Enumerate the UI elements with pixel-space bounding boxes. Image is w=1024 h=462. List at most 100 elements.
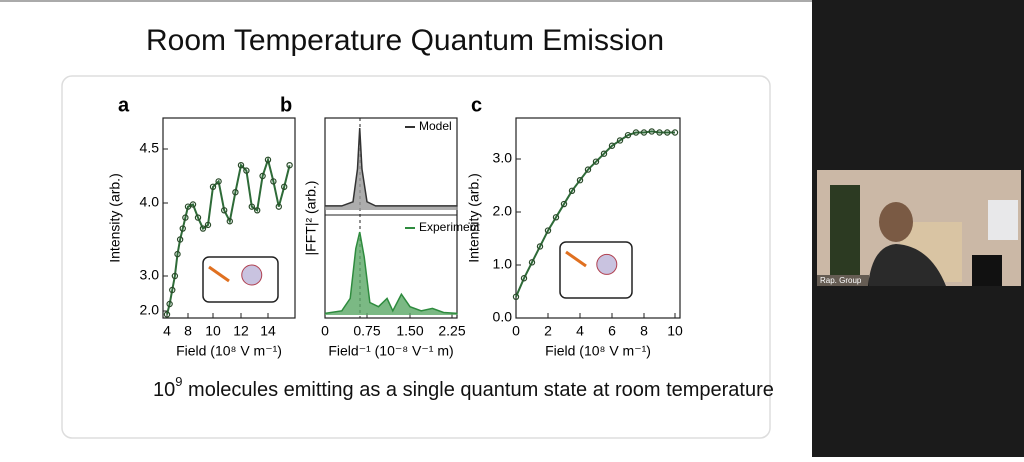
data-point bbox=[248, 203, 255, 210]
panel-letter: a bbox=[118, 94, 130, 116]
caption-rest: molecules emitting as a single quantum s… bbox=[188, 379, 774, 401]
x-tick-label: 8 bbox=[184, 323, 192, 339]
data-point bbox=[166, 300, 173, 308]
data-point bbox=[215, 178, 222, 185]
participant-name: Rap. Group bbox=[820, 276, 862, 285]
y-tick-label: 0.0 bbox=[493, 309, 513, 325]
y-tick-label: 3.0 bbox=[140, 267, 160, 283]
area bbox=[325, 232, 458, 315]
data-point bbox=[592, 158, 600, 165]
data-point bbox=[204, 221, 212, 229]
data-point bbox=[608, 142, 616, 149]
data-point bbox=[163, 311, 171, 318]
fit-line bbox=[166, 156, 291, 315]
data-point bbox=[232, 188, 239, 196]
x-tick-label: 4 bbox=[576, 323, 584, 339]
y-axis-label: Intensity (arb.) bbox=[466, 173, 482, 262]
caption-sup: 9 bbox=[175, 374, 182, 389]
x-tick-label: 10 bbox=[667, 323, 683, 339]
y-tick-label: 2.0 bbox=[493, 203, 513, 219]
y-tick-label: 4.0 bbox=[140, 194, 160, 210]
y-tick-label: 3.0 bbox=[493, 150, 513, 166]
data-point bbox=[584, 166, 592, 173]
y-tick-label: 4.5 bbox=[140, 140, 160, 156]
data-point bbox=[270, 178, 277, 185]
data-point bbox=[648, 128, 655, 135]
x-tick-label: 12 bbox=[233, 323, 249, 339]
data-point bbox=[286, 161, 293, 169]
axes-box bbox=[515, 117, 681, 319]
data-point bbox=[632, 129, 640, 136]
data-point bbox=[194, 214, 202, 221]
x-tick-label: 0.75 bbox=[353, 323, 380, 339]
y-tick-label: 1.0 bbox=[493, 256, 513, 272]
slide-title: Room Temperature Quantum Emission bbox=[146, 24, 664, 57]
data-point bbox=[169, 286, 176, 294]
data-point bbox=[576, 176, 584, 184]
panel-letter: c bbox=[471, 94, 482, 116]
webcam: Rap. Group bbox=[817, 170, 1021, 286]
data-point bbox=[640, 129, 648, 136]
data-point bbox=[600, 150, 608, 157]
axes-box bbox=[324, 117, 458, 319]
data-point bbox=[664, 129, 671, 136]
data-point bbox=[184, 203, 192, 210]
data-point bbox=[254, 207, 261, 214]
x-tick-label: 6 bbox=[608, 323, 616, 339]
data-point bbox=[656, 129, 663, 136]
data-point bbox=[528, 259, 536, 266]
data-point bbox=[552, 214, 560, 221]
inset bbox=[202, 256, 279, 303]
data-point bbox=[199, 225, 207, 232]
data-point bbox=[264, 156, 272, 163]
data-point bbox=[520, 275, 528, 282]
axes-box bbox=[162, 117, 296, 319]
data-point bbox=[237, 161, 245, 169]
series-line bbox=[325, 127, 458, 207]
data-point bbox=[209, 183, 217, 190]
x-axis-label: Field (10⁸ V m⁻¹) bbox=[545, 343, 651, 359]
panel-letter: b bbox=[280, 94, 292, 116]
data-point bbox=[624, 131, 632, 139]
data-point bbox=[616, 137, 624, 144]
data-point bbox=[179, 225, 186, 232]
y-axis-label: Intensity (arb.) bbox=[107, 173, 123, 262]
data-point bbox=[189, 201, 197, 208]
x-tick-label: 0 bbox=[512, 323, 520, 339]
data-point bbox=[281, 183, 288, 190]
x-tick-label: 1.50 bbox=[396, 323, 423, 339]
x-tick-label: 8 bbox=[640, 323, 648, 339]
inset-laser bbox=[208, 265, 230, 283]
data-point bbox=[568, 187, 576, 194]
data-point bbox=[544, 227, 552, 234]
data-point bbox=[174, 250, 181, 258]
x-tick-label: 4 bbox=[163, 323, 171, 339]
data-point bbox=[243, 167, 250, 174]
series-line bbox=[324, 231, 458, 315]
inset-molecule bbox=[596, 253, 618, 275]
x-tick-label: 2 bbox=[544, 323, 552, 339]
data-point bbox=[226, 218, 233, 225]
inset-molecule bbox=[241, 264, 263, 286]
area bbox=[325, 128, 458, 210]
y-axis-label: |FFT|² (arb.) bbox=[303, 181, 319, 256]
data-point bbox=[182, 214, 189, 221]
data-point bbox=[560, 200, 568, 208]
caption-base: 10 bbox=[153, 379, 175, 401]
legend-label: Model bbox=[419, 119, 452, 133]
data-point bbox=[171, 272, 179, 280]
x-axis-label: Field⁻¹ (10⁻⁸ V⁻¹ m) bbox=[328, 343, 453, 359]
data-point bbox=[512, 293, 520, 300]
y-tick-label: 2.0 bbox=[140, 302, 160, 318]
data-point bbox=[259, 172, 266, 180]
x-tick-label: 2.25 bbox=[438, 323, 465, 339]
x-tick-label: 14 bbox=[260, 323, 276, 339]
inset bbox=[559, 241, 633, 299]
caption: 109 molecules emitting as a single quant… bbox=[153, 374, 774, 401]
x-axis-label: Field (10⁸ V m⁻¹) bbox=[176, 343, 282, 359]
data-point bbox=[536, 243, 544, 250]
data-point bbox=[176, 236, 184, 243]
data-point bbox=[275, 203, 282, 210]
